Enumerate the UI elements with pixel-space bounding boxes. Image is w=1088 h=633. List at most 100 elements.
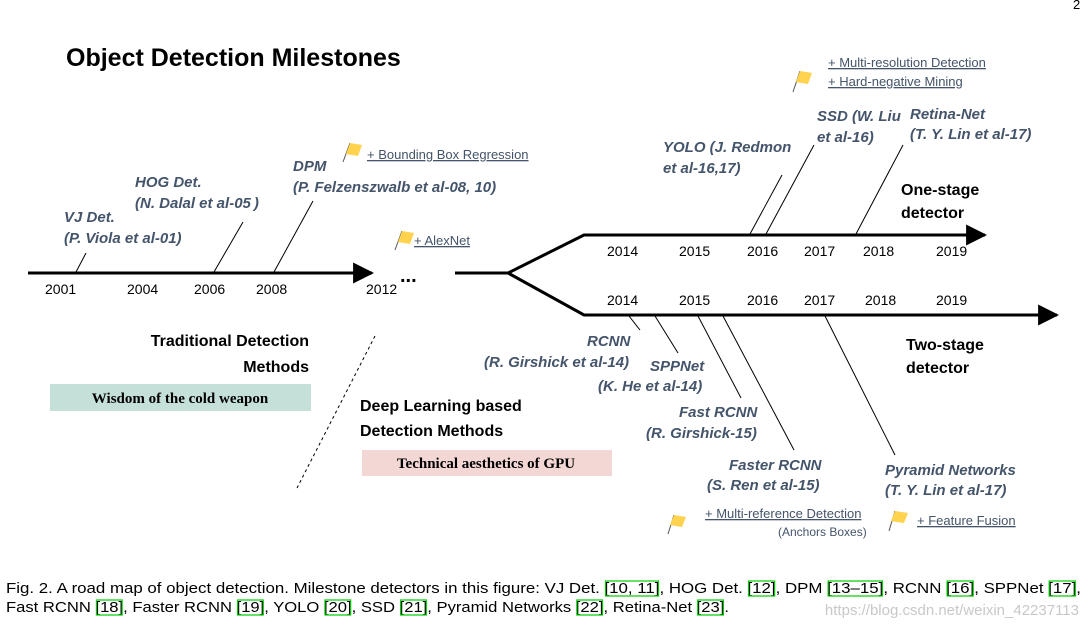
caption-text: , RCNN <box>883 580 946 597</box>
traditional-section-title-line1: Traditional Detection <box>151 333 309 350</box>
connector-line <box>765 144 815 235</box>
connector-line <box>213 221 244 273</box>
citation-ref[interactable]: [17] <box>1048 580 1076 597</box>
deep-tag-box <box>362 450 612 476</box>
citation-ref[interactable]: [16] <box>946 580 974 597</box>
timeline-ellipsis: ... <box>400 265 417 287</box>
caption-text: , SPPNet <box>974 580 1048 597</box>
year-label: 2017 <box>804 243 835 259</box>
connector-line <box>75 252 87 273</box>
citation-ref[interactable]: [19] <box>237 599 265 616</box>
year-label: 2014 <box>607 292 638 308</box>
flag-icon <box>394 230 414 251</box>
connector-line <box>749 174 783 235</box>
one-stage-branch <box>507 224 988 275</box>
citation-ref[interactable]: [18] <box>95 599 123 616</box>
caption-text: , Retina-Net <box>604 599 697 616</box>
milestone-rcnn-author: (R. Girshick et al-14) <box>484 354 629 371</box>
milestone-yolo-line2: et al-16,17) <box>663 160 741 177</box>
note-feature-fusion: + Feature Fusion <box>917 513 1016 528</box>
deep-section-title-line1: Deep Learning based <box>360 398 522 415</box>
year-label: 2018 <box>865 292 896 308</box>
year-label: 2015 <box>679 292 710 308</box>
watermark: https://blog.csdn.net/weixin_42237113 <box>825 602 1079 619</box>
citation-ref[interactable]: [10, 11] <box>605 580 660 597</box>
year-label: 2004 <box>127 281 158 297</box>
citation-box <box>827 580 883 597</box>
citation-box <box>604 580 660 597</box>
note-multi-resolution: + Multi-resolution Detection <box>828 55 986 70</box>
year-label: 2016 <box>747 243 778 259</box>
milestone-sppnet-name: SPPNet <box>650 358 705 375</box>
milestone-yolo-line1: YOLO (J. Redmon <box>663 139 791 156</box>
flag-icon <box>342 142 362 163</box>
one-stage-label-line2: detector <box>901 205 964 222</box>
citation-box <box>236 599 264 616</box>
citation-ref[interactable]: [22] <box>576 599 604 616</box>
milestone-faster-rcnn-author: (S. Ren et al-15) <box>707 477 820 494</box>
traditional-tag: Wisdom of the cold weapon <box>92 391 269 407</box>
milestone-vj-author: (P. Viola et al-01) <box>64 230 182 247</box>
milestone-rcnn-name: RCNN <box>587 333 631 350</box>
caption-text: Fast RCNN <box>6 599 95 616</box>
traditional-tag-box <box>50 384 311 411</box>
milestone-fast-rcnn-name: Fast RCNN <box>679 404 759 421</box>
milestone-ssd-line1: SSD (W. Liu <box>817 108 901 125</box>
citation-box <box>747 580 776 597</box>
flag-icon <box>888 510 908 532</box>
traditional-section-title-line2: Methods <box>243 359 309 376</box>
citation-ref[interactable]: [21] <box>400 599 428 616</box>
caption-text: , Pyramid Networks <box>427 599 575 616</box>
citation-ref[interactable]: [13–15] <box>827 580 883 597</box>
citation-box <box>95 599 123 616</box>
connector-line <box>722 315 795 451</box>
citation-ref[interactable]: [23] <box>697 599 725 616</box>
flag-icon <box>792 70 812 93</box>
year-label: 2019 <box>936 243 967 259</box>
year-label: 2006 <box>194 281 225 297</box>
milestone-fpn-name: Pyramid Networks <box>885 462 1016 479</box>
milestone-ssd-line2: et al-16) <box>817 129 874 146</box>
note-multi-reference: + Multi-reference Detection <box>705 506 861 521</box>
citation-box <box>946 580 974 597</box>
year-label: 2008 <box>256 281 287 297</box>
year-label: 2019 <box>936 292 967 308</box>
year-label: 2001 <box>45 281 76 297</box>
connector-line <box>273 200 314 273</box>
figure-caption-line2: Fast RCNN [18], Faster RCNN [19], YOLO [… <box>6 599 729 616</box>
milestone-retina-line2: (T. Y. Lin et al-17) <box>910 126 1031 143</box>
citation-box <box>400 599 427 616</box>
milestone-dpm-author: (P. Felzenszwalb et al-08, 10) <box>293 179 496 196</box>
caption-text: , SSD <box>352 599 400 616</box>
citation-box <box>697 599 724 616</box>
milestone-retina-line1: Retina-Net <box>910 106 986 123</box>
milestone-dpm-name: DPM <box>293 158 327 175</box>
caption-text: , Faster RCNN <box>123 599 236 616</box>
year-label: 2017 <box>804 292 835 308</box>
milestone-faster-rcnn-name: Faster RCNN <box>729 457 823 474</box>
two-stage-label-line1: Two-stage <box>906 337 984 354</box>
year-label: 2016 <box>747 292 778 308</box>
milestone-fpn-author: (T. Y. Lin et al-17) <box>885 482 1006 499</box>
year-label: 2015 <box>679 243 710 259</box>
year-label: 2014 <box>607 243 638 259</box>
caption-text: , HOG Det. <box>659 580 747 597</box>
connector-line <box>654 315 679 354</box>
caption-text: , YOLO <box>264 599 324 616</box>
milestone-sppnet-author: (K. He et al-14) <box>598 378 702 395</box>
era-divider <box>296 335 376 489</box>
milestone-hog-author: (N. Dalal et al-05 ) <box>135 195 259 212</box>
one-stage-label-line1: One-stage <box>901 182 979 199</box>
note-anchor-boxes: (Anchors Boxes) <box>778 525 867 539</box>
connector-line <box>697 315 742 399</box>
note-bounding-box-regression: + Bounding Box Regression <box>367 147 529 162</box>
note-alexnet: + AlexNet <box>414 233 470 248</box>
page-number: 2 <box>1073 0 1080 12</box>
caption-text: , <box>1076 580 1081 597</box>
milestone-hog-name: HOG Det. <box>135 174 202 191</box>
citation-ref[interactable]: [12] <box>748 580 776 597</box>
citation-ref[interactable]: [20] <box>324 599 352 616</box>
year-label: 2018 <box>863 243 894 259</box>
two-stage-branch <box>507 271 1060 326</box>
